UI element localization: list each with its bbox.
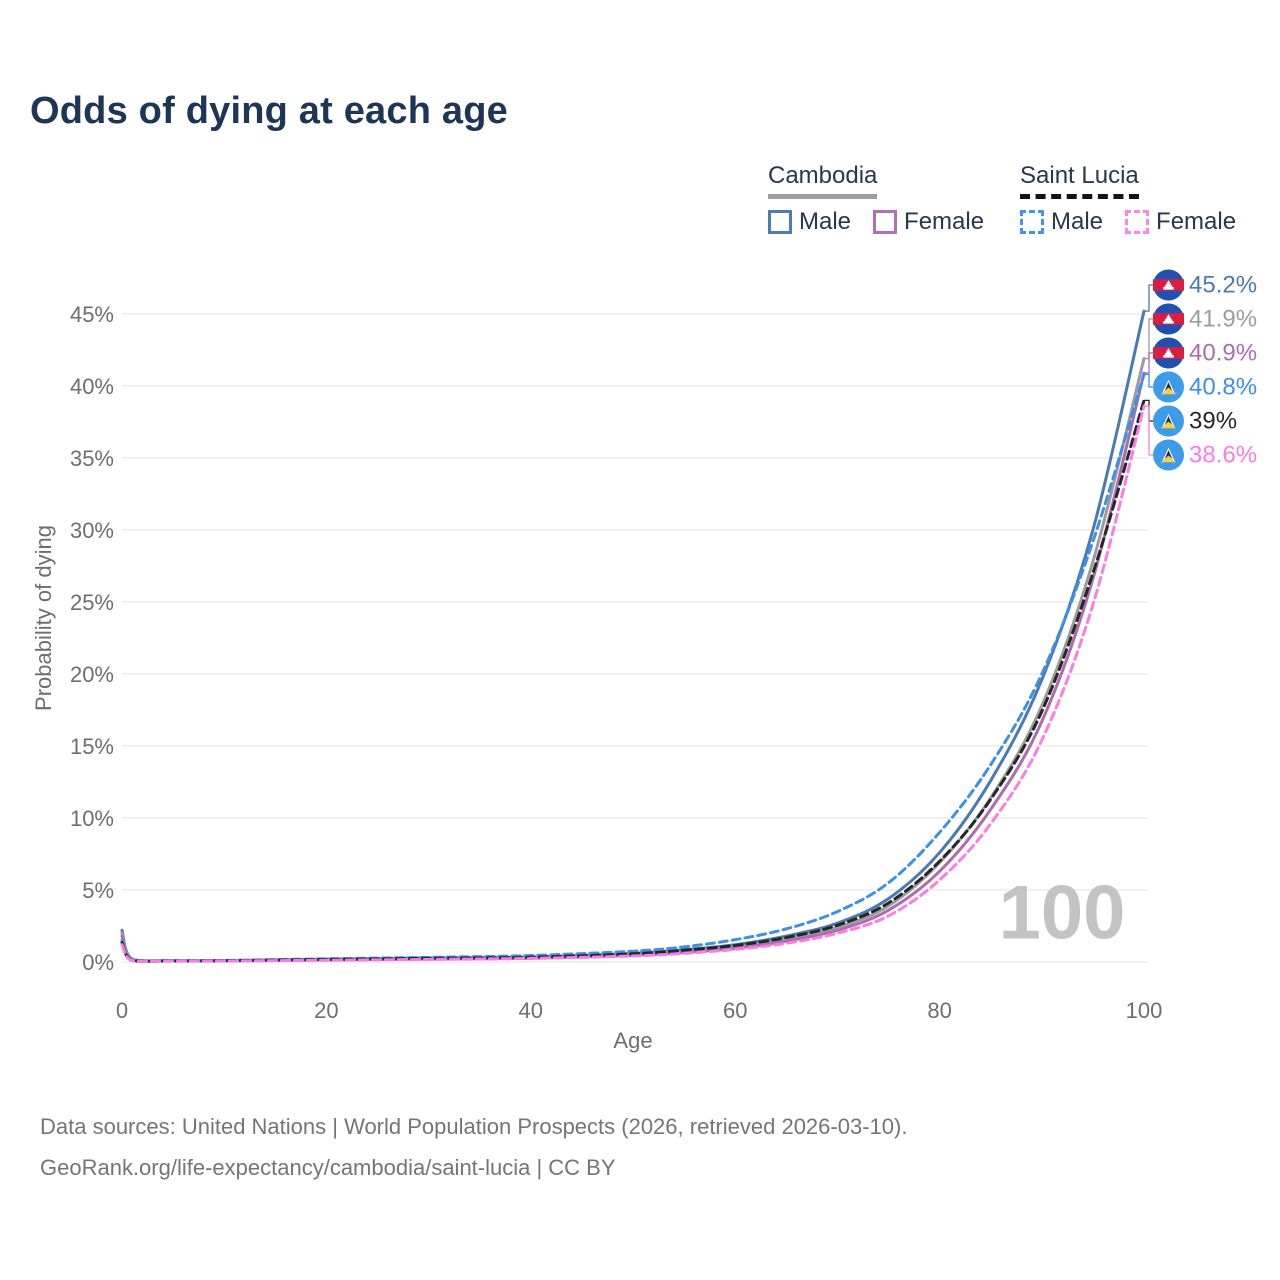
legend-item-saint-lucia-female[interactable]: Female: [1125, 208, 1236, 236]
series-line-cambodia-male[interactable]: [120, 309, 1146, 963]
end-label-value: 38.6%: [1189, 441, 1258, 468]
series-line-cambodia-female[interactable]: [120, 371, 1146, 963]
legend-country-label-saint-lucia: Saint Lucia: [1020, 162, 1139, 199]
legend-swatch-saint-lucia-male: [1020, 210, 1044, 234]
end-label-connector: [1144, 284, 1153, 312]
series-line-saint-lucia-male[interactable]: [120, 372, 1146, 963]
y-tick-label: 40%: [70, 374, 114, 399]
y-axis-title: Probability of dying: [31, 525, 56, 711]
series-line-cambodia-average[interactable]: [120, 357, 1146, 963]
legend-item-label: Male: [799, 208, 852, 235]
y-tick-label: 0%: [82, 950, 114, 975]
legend-swatch-cambodia-male: [768, 210, 792, 234]
data-sources-footer: Data sources: United Nations | World Pop…: [40, 1106, 907, 1188]
footer-attribution-line: GeoRank.org/life-expectancy/cambodia/sai…: [40, 1155, 616, 1180]
series-line-saint-lucia-female[interactable]: [120, 404, 1146, 963]
legend-item-label: Female: [904, 208, 985, 235]
y-tick-label: 10%: [70, 806, 114, 831]
legend-item-saint-lucia-male[interactable]: Male: [1020, 208, 1103, 236]
x-axis-title: Age: [613, 1028, 653, 1053]
x-tick-label: 40: [519, 998, 543, 1023]
y-tick-label: 5%: [82, 878, 114, 903]
saint-lucia-flag-icon: [1153, 439, 1184, 471]
legend-item-cambodia-female[interactable]: Female: [873, 208, 984, 236]
end-label-value: 45.2%: [1189, 271, 1258, 298]
legend-item-cambodia-male[interactable]: Male: [768, 208, 851, 236]
saint-lucia-flag-icon: [1153, 405, 1184, 437]
legend-item-label: Female: [1156, 208, 1237, 235]
end-label-connector: [1144, 373, 1153, 388]
end-label-value: 41.9%: [1189, 305, 1258, 332]
end-label-cambodia-male: 45.2%: [1153, 269, 1258, 301]
end-label-value: 40.9%: [1189, 339, 1258, 366]
x-tick-label: 0: [116, 998, 128, 1023]
end-label-saint-lucia-average: 39%: [1153, 405, 1238, 437]
end-label-value: 39%: [1189, 407, 1238, 434]
end-label-connector: [1144, 352, 1153, 374]
cambodia-flag-icon: [1153, 337, 1184, 369]
legend-swatch-cambodia-female: [873, 210, 898, 234]
cambodia-flag-icon: [1153, 269, 1184, 301]
legend-item-label: Male: [1051, 208, 1104, 235]
chart-series-canvas: [120, 284, 1153, 963]
end-label-connector: [1144, 405, 1153, 456]
x-tick-label: 80: [927, 998, 951, 1023]
y-tick-label: 35%: [70, 446, 114, 471]
saint-lucia-flag-icon: [1153, 371, 1184, 403]
end-label-saint-lucia-male: 40.8%: [1153, 371, 1258, 403]
legend-group-saint-lucia: Saint Lucia Male Female: [1020, 162, 1236, 236]
end-label-cambodia-female: 40.9%: [1153, 337, 1258, 369]
x-tick-label: 20: [314, 998, 338, 1023]
y-tick-label: 30%: [70, 518, 114, 543]
end-label-connector: [1144, 318, 1153, 360]
end-label-value: 40.8%: [1189, 373, 1258, 400]
page-title: Odds of dying at each age: [30, 90, 508, 132]
y-tick-label: 25%: [70, 590, 114, 615]
end-label-cambodia-average: 41.9%: [1153, 303, 1258, 335]
x-tick-label: 100: [1126, 998, 1163, 1023]
series-line-saint-lucia-average[interactable]: [120, 398, 1146, 963]
age-hover-watermark: 100: [998, 870, 1126, 956]
y-tick-label: 45%: [70, 302, 114, 327]
y-tick-label: 15%: [70, 734, 114, 759]
cambodia-flag-icon: [1153, 303, 1184, 335]
x-tick-label: 60: [723, 998, 747, 1023]
legend-swatch-saint-lucia-female: [1125, 210, 1150, 234]
legend-group-cambodia: Cambodia Male Female: [768, 162, 984, 236]
end-label-saint-lucia-female: 38.6%: [1153, 439, 1258, 471]
legend-country-label-cambodia: Cambodia: [768, 162, 878, 199]
chart-grid-canvas: 0% 5% 10% 15% 20% 25% 30% 35% 40% 45% 0 20 40 60 80 100: [70, 302, 1163, 1023]
footer-sources-line: Data sources: United Nations | World Pop…: [40, 1114, 908, 1139]
y-tick-label: 20%: [70, 662, 114, 687]
